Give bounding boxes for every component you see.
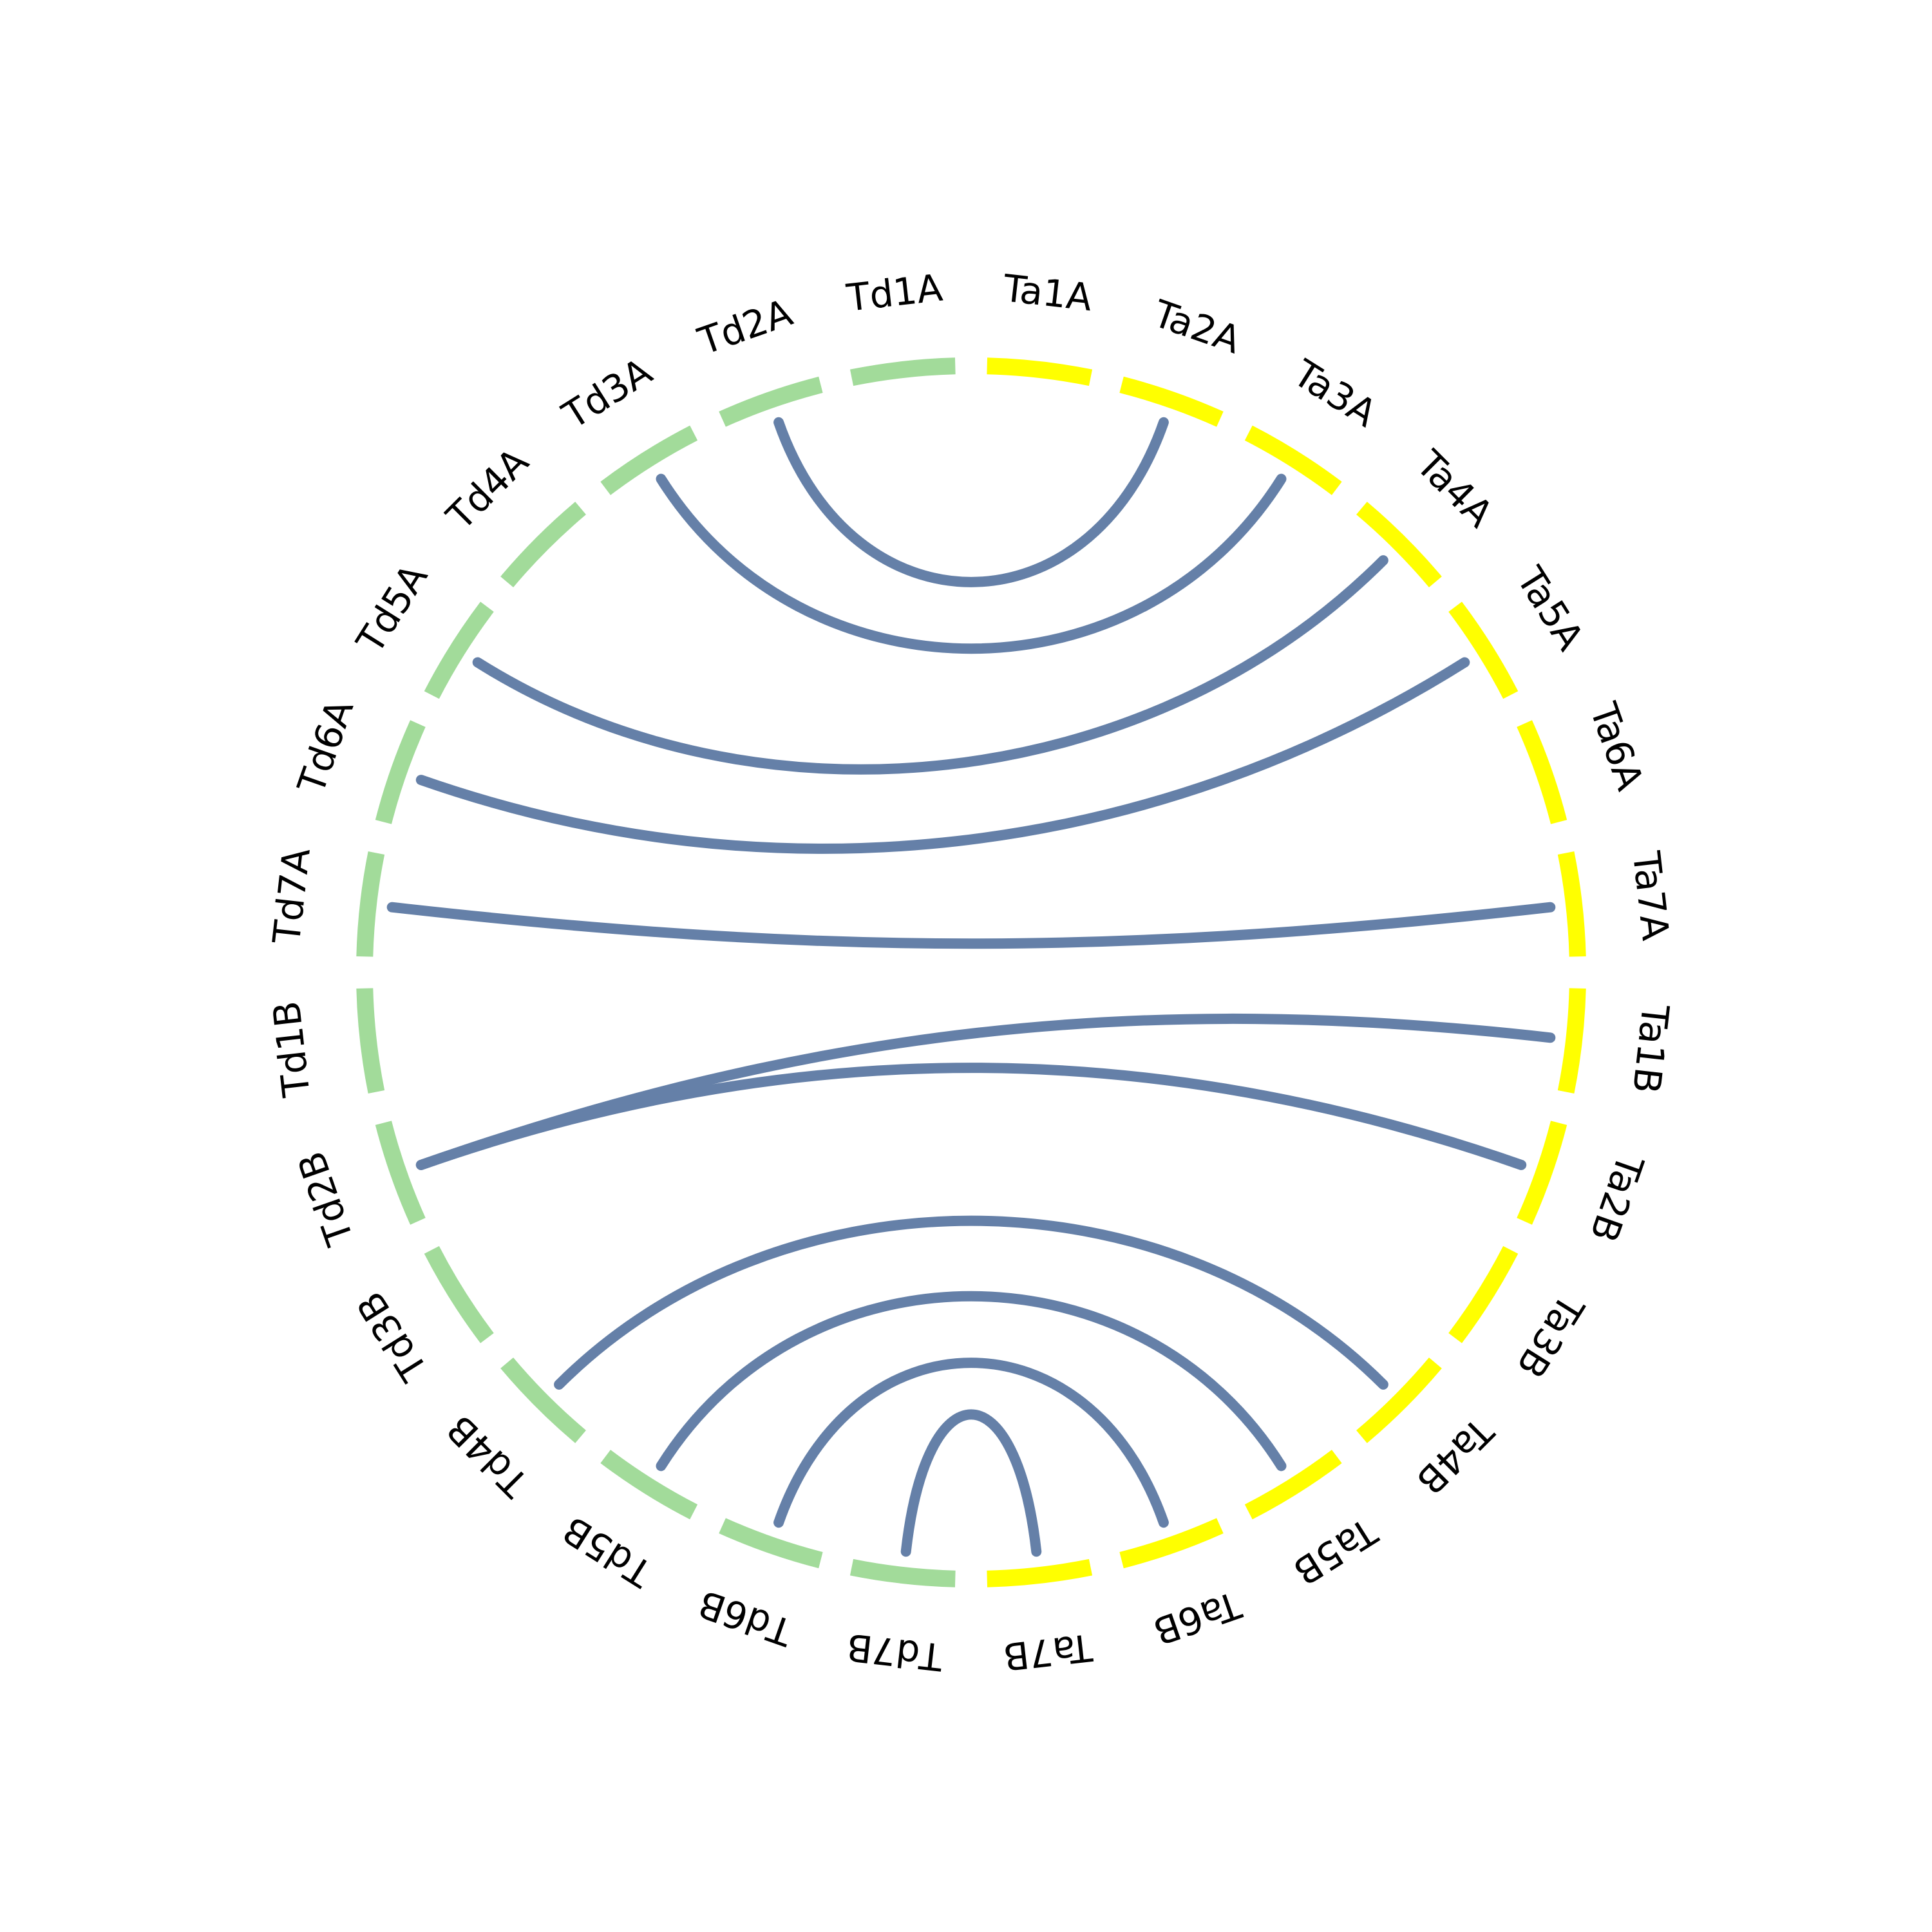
chromosome-segment-td7a [356, 851, 385, 957]
chromosome-segment-td4b [500, 1358, 586, 1443]
chromosome-segment-td6a [375, 720, 426, 824]
chromosome-label-td6b: Td6B [693, 1582, 799, 1655]
chromosome-segment-td6b [719, 1518, 823, 1569]
chromosome-label-ta3a: Ta3A [1285, 351, 1385, 436]
chromosome-label-td5a: Td5A [348, 556, 436, 661]
chromosome-label-td7a: Td7A [264, 846, 318, 947]
link-td7b-ta7b [900, 1409, 1042, 1557]
chromosome-segment-ta4a [1356, 502, 1442, 587]
chromosome-segment-ta1a [987, 357, 1093, 386]
chromosome-label-td4a: Td4A [438, 439, 537, 538]
chromosome-label-ta7a: Ta7A [1624, 849, 1678, 943]
chromosome-label-td6a: Td6A [289, 694, 363, 799]
chromosome-segment-td5b [600, 1450, 698, 1520]
chromosome-label-ta1b: Ta1B [1624, 1002, 1678, 1096]
link-td6b-ta6b [773, 1358, 1169, 1528]
chromosome-label-ta7b: Ta7B [1001, 1625, 1095, 1679]
chromosome-segment-ta6b [1119, 1518, 1224, 1569]
chromosome-segment-td3a [600, 425, 698, 495]
chromosome-label-ta6a: Ta6A [1581, 697, 1652, 796]
chromosome-label-ta2a: Ta2A [1148, 291, 1247, 362]
chromosome-label-td7b: Td7B [844, 1625, 945, 1679]
chromosome-segment-ta4b [1356, 1358, 1442, 1443]
link-td4b-ta4b [554, 1215, 1388, 1390]
chromosome-segment-ta7a [1557, 851, 1586, 957]
chromosome-label-ta1a: Ta1A [1001, 266, 1095, 319]
chromosome-ring [356, 357, 1586, 1587]
chromosome-label-ta4b: Ta4B [1408, 1408, 1502, 1502]
chromosome-label-td5b: Td5B [555, 1508, 660, 1596]
chromosome-segment-ta3b [1448, 1245, 1519, 1343]
chromosome-segment-ta5b [1244, 1450, 1342, 1520]
chromosome-segment-td3b [424, 1245, 494, 1343]
chromosome-segment-td1a [849, 357, 956, 386]
chromosome-segment-ta2a [1119, 376, 1224, 427]
link-td2b-ta1b [415, 1013, 1556, 1170]
chromosome-label-ta3b: Ta3B [1508, 1287, 1593, 1386]
chromosome-segment-td2a [719, 376, 823, 427]
chromosome-segment-ta1b [1557, 988, 1586, 1094]
chromosome-segment-td5a [424, 601, 494, 699]
link-td5b-ta5b [656, 1291, 1287, 1472]
link-td2b-ta2b [415, 1063, 1527, 1170]
link-td7a-ta7a [386, 902, 1556, 949]
link-td3a-ta3a [656, 473, 1287, 654]
chromosome-label-td2b: Td2B [289, 1146, 363, 1251]
link-td5a-ta4a [472, 555, 1388, 775]
chromosome-label-ta6b: Ta6B [1148, 1582, 1247, 1653]
chromosome-label-ta5a: Ta5A [1508, 559, 1593, 658]
chromosome-segment-ta6a [1517, 720, 1567, 824]
synteny-links [386, 417, 1556, 1557]
chromosome-label-td1b: Td1B [265, 999, 319, 1100]
chromosome-label-td1a: Td1A [844, 266, 945, 320]
chromosome-segment-td7b [849, 1558, 956, 1587]
chromosome-label-ta4a: Ta4A [1407, 442, 1502, 536]
chromosome-label-td2a: Td2A [692, 290, 798, 364]
chromosome-label-ta2b: Ta2B [1582, 1148, 1653, 1247]
chromosome-label-td4b: Td4B [438, 1406, 537, 1506]
chromosome-segment-ta3a [1244, 425, 1342, 495]
chromosome-label-td3a: Td3A [554, 349, 659, 437]
chromosome-label-td3b: Td3B [348, 1284, 436, 1389]
chromosome-segment-ta7b [987, 1558, 1093, 1587]
chromosome-segment-ta5a [1448, 601, 1519, 699]
chromosome-segment-td4a [500, 502, 586, 587]
chromosome-label-ta5b: Ta5B [1285, 1509, 1385, 1594]
chromosome-segment-ta2b [1517, 1121, 1567, 1225]
chromosome-segment-td2b [375, 1121, 426, 1225]
link-td6a-ta5a [415, 657, 1470, 854]
link-td2a-ta2a [773, 417, 1169, 587]
chromosome-segment-td1b [356, 988, 385, 1094]
